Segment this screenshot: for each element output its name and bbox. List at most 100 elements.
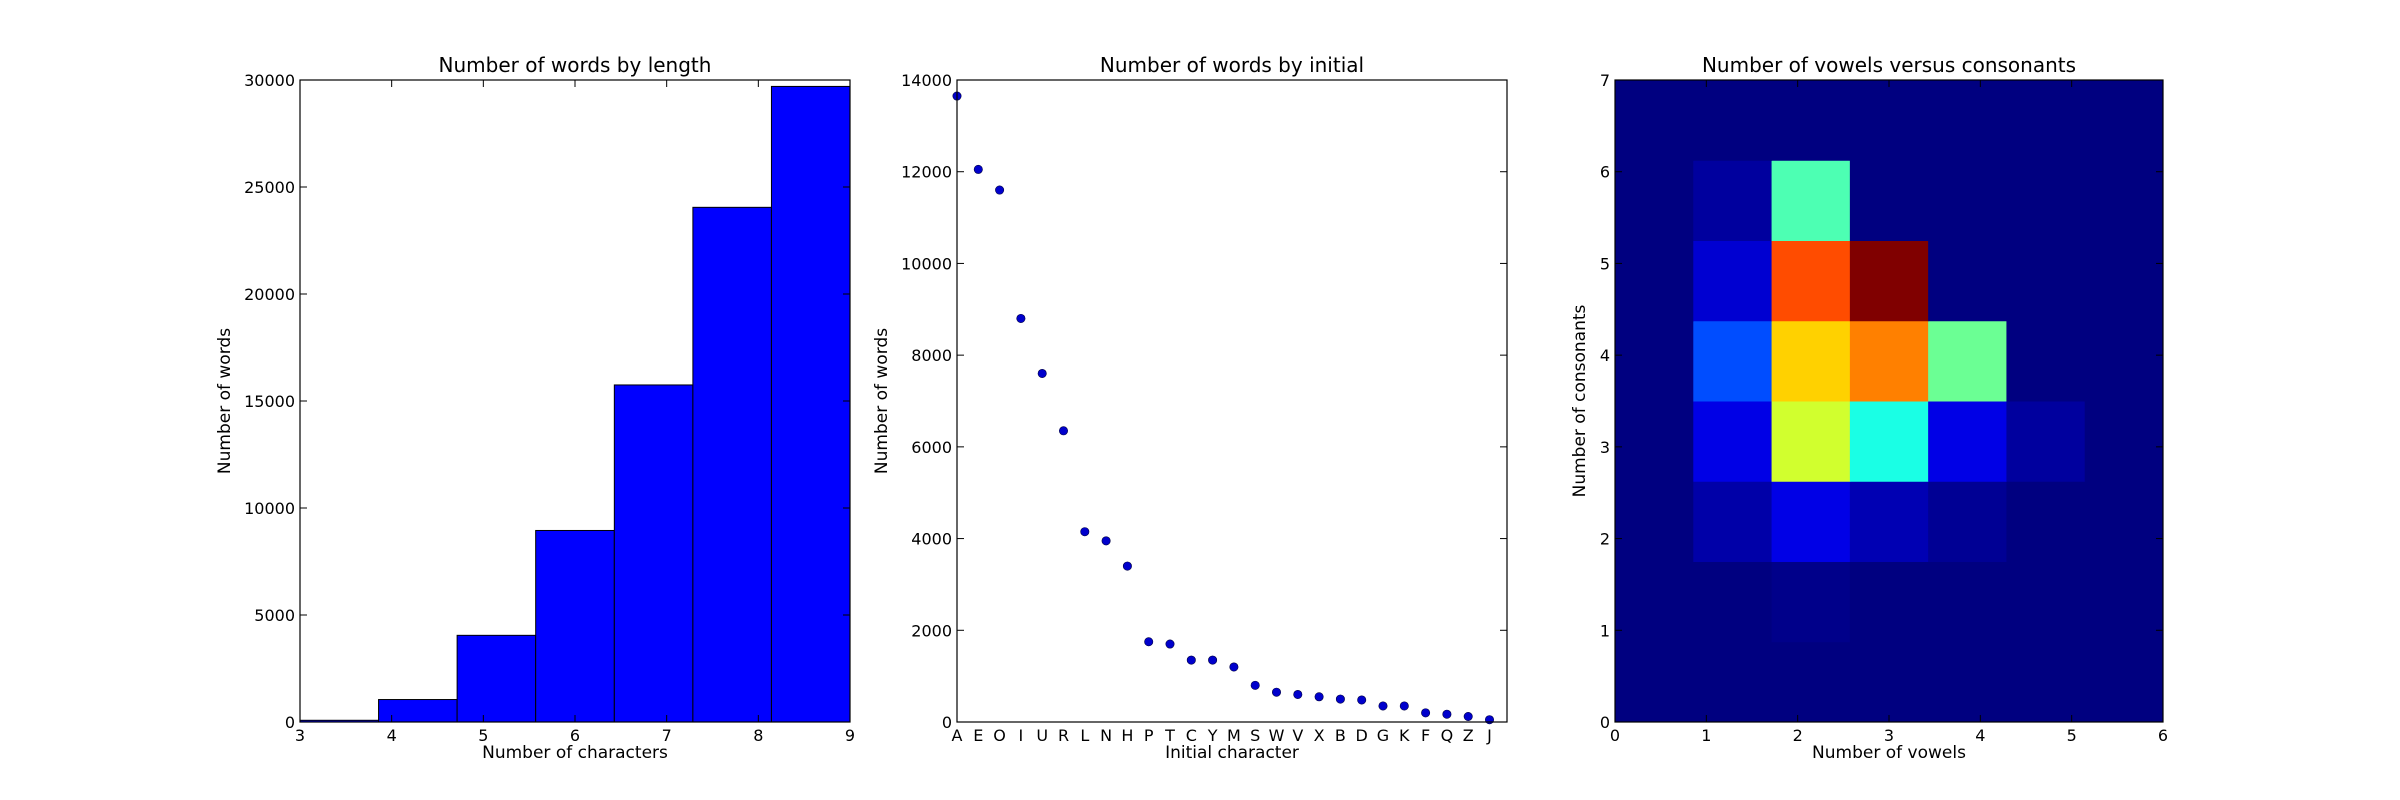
x-tick-label: 0 bbox=[1610, 726, 1620, 745]
x-axis-label: Number of characters bbox=[482, 743, 668, 763]
heatmap-cell bbox=[1693, 561, 1773, 643]
heatmap-cell bbox=[1771, 481, 1851, 562]
histogram-bar bbox=[456, 634, 537, 723]
x-tick-label: 2 bbox=[1793, 726, 1803, 745]
x-tick-label: G bbox=[1377, 726, 1389, 745]
heatmap-cell bbox=[2006, 561, 2086, 643]
heatmap-cell bbox=[1849, 80, 1929, 161]
y-tick-label: 0 bbox=[1600, 713, 1610, 732]
heatmap-cell bbox=[1849, 561, 1929, 643]
panel-words-by-length: 0 5000 10000 15000 20000 25000 30000 3 4 5 6 7 8 9 Nu… bbox=[215, 53, 855, 763]
heatmap-cell bbox=[2006, 240, 2086, 322]
heatmap-cell bbox=[1928, 561, 2007, 643]
x-tick-label: Q bbox=[1441, 726, 1454, 745]
heatmap-cell bbox=[1693, 240, 1773, 322]
y-tick-label: 4000 bbox=[911, 530, 952, 549]
x-tick-label: 5 bbox=[2067, 726, 2077, 745]
axis-ticks: 0 1 2 3 4 5 6 7 0 1 2 3 4 5 6 bbox=[1600, 71, 2168, 745]
scatter-point bbox=[1144, 637, 1154, 647]
heatmap-cell bbox=[2084, 160, 2164, 241]
heatmap-cell bbox=[1771, 80, 1851, 161]
x-tick-label: N bbox=[1100, 726, 1112, 745]
y-tick-label: 25000 bbox=[244, 178, 295, 197]
scatter-point bbox=[1442, 709, 1452, 719]
heatmap-cells bbox=[1615, 80, 2164, 723]
x-tick-label: U bbox=[1036, 726, 1048, 745]
heatmap-cell bbox=[2084, 240, 2164, 322]
y-tick-label: 2000 bbox=[911, 621, 952, 640]
y-tick-label: 0 bbox=[942, 713, 952, 732]
y-tick-label: 2 bbox=[1600, 530, 1610, 549]
heatmap-cell bbox=[1693, 160, 1773, 241]
panel-vowels-vs-consonants: 0 1 2 3 4 5 6 7 0 1 2 3 4 5 6 Number of vowels versus … bbox=[1570, 53, 2168, 763]
scatter-point bbox=[1186, 655, 1196, 665]
heatmap-cell bbox=[1615, 641, 1694, 723]
y-tick-label: 6 bbox=[1600, 163, 1610, 182]
x-axis-label: Initial character bbox=[1165, 743, 1299, 763]
axis-ticks: 0 5000 10000 15000 20000 25000 30000 3 4 5 6 7 8 9 bbox=[244, 71, 855, 745]
x-tick-label: P bbox=[1144, 726, 1154, 745]
x-tick-label: J bbox=[1486, 726, 1492, 745]
x-tick-label: 9 bbox=[845, 726, 855, 745]
heatmap-cell bbox=[1928, 481, 2007, 562]
histogram-bars bbox=[299, 85, 851, 723]
y-tick-label: 1 bbox=[1600, 621, 1610, 640]
y-tick-label: 0 bbox=[285, 713, 295, 732]
scatter-point bbox=[995, 185, 1005, 195]
heatmap-cell bbox=[1849, 240, 1929, 322]
heatmap-cell bbox=[1849, 481, 1929, 562]
heatmap-cell bbox=[1693, 401, 1773, 482]
heatmap-cell bbox=[1693, 320, 1773, 402]
heatmap-cell bbox=[1928, 240, 2007, 322]
x-tick-label: O bbox=[993, 726, 1006, 745]
x-axis-label: Number of vowels bbox=[1812, 743, 1966, 763]
x-tick-label: A bbox=[952, 726, 963, 745]
y-tick-label: 14000 bbox=[901, 71, 952, 90]
x-tick-label: M bbox=[1227, 726, 1241, 745]
y-axis-label: Number of words bbox=[215, 328, 235, 474]
scatter-point bbox=[973, 164, 983, 174]
heatmap-cell bbox=[2084, 320, 2164, 402]
heatmap-cell bbox=[2084, 641, 2164, 723]
heatmap-cell bbox=[2006, 401, 2086, 482]
y-tick-label: 6000 bbox=[911, 438, 952, 457]
histogram-bar bbox=[535, 529, 615, 723]
x-tick-label: 4 bbox=[1975, 726, 1985, 745]
x-tick-label: 1 bbox=[1701, 726, 1711, 745]
scatter-point bbox=[1357, 695, 1367, 705]
scatter-point bbox=[1101, 536, 1111, 546]
heatmap-cell bbox=[1615, 320, 1694, 402]
x-tick-label: C bbox=[1186, 726, 1197, 745]
x-tick-label: V bbox=[1292, 726, 1303, 745]
y-tick-label: 5 bbox=[1600, 254, 1610, 273]
x-tick-label: X bbox=[1314, 726, 1325, 745]
heatmap-cell bbox=[1771, 320, 1851, 402]
y-tick-label: 7 bbox=[1600, 71, 1610, 90]
x-tick-label: 4 bbox=[387, 726, 397, 745]
heatmap-cell bbox=[1771, 641, 1851, 723]
scatter-point bbox=[1229, 662, 1239, 672]
y-tick-label: 8000 bbox=[911, 346, 952, 365]
heatmap-cell bbox=[1693, 481, 1773, 562]
x-tick-label: T bbox=[1164, 726, 1175, 745]
x-tick-label: R bbox=[1058, 726, 1069, 745]
heatmap-cell bbox=[1849, 320, 1929, 402]
y-tick-label: 5000 bbox=[254, 606, 295, 625]
y-tick-label: 30000 bbox=[244, 71, 295, 90]
x-tick-label: F bbox=[1421, 726, 1430, 745]
scatter-point bbox=[1272, 687, 1282, 697]
y-tick-label: 3 bbox=[1600, 438, 1610, 457]
heatmap-cell bbox=[2006, 320, 2086, 402]
heatmap-cell bbox=[2006, 160, 2086, 241]
y-tick-label: 12000 bbox=[901, 163, 952, 182]
heatmap-cell bbox=[1849, 641, 1929, 723]
heatmap-cell bbox=[1849, 160, 1929, 241]
scatter-point bbox=[1463, 711, 1473, 721]
scatter-point bbox=[1059, 426, 1069, 436]
chart-title: Number of vowels versus consonants bbox=[1702, 53, 2076, 77]
scatter-point bbox=[1016, 313, 1026, 323]
scatter-point bbox=[1122, 561, 1132, 571]
scatter-point bbox=[1314, 692, 1324, 702]
x-tick-label: S bbox=[1250, 726, 1260, 745]
x-tick-label: E bbox=[973, 726, 983, 745]
